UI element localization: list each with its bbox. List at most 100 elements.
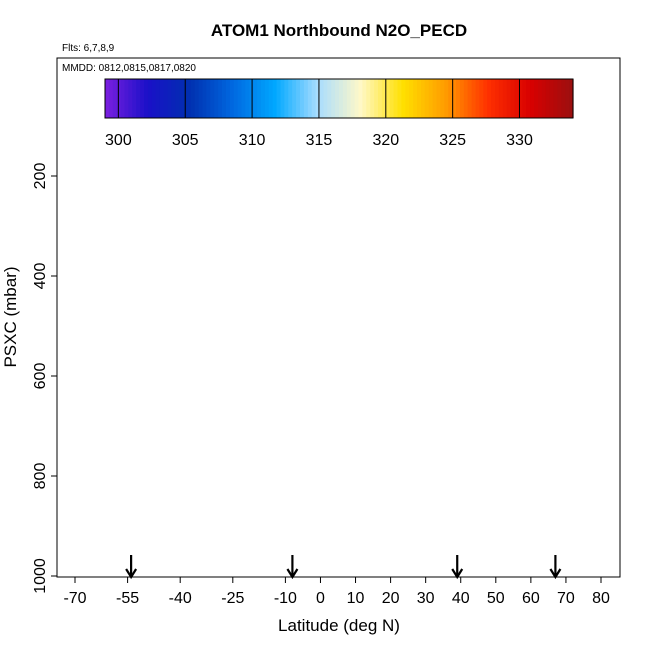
colorbar-cell <box>381 79 387 118</box>
sample-marker <box>345 375 348 377</box>
colorbar-cell <box>389 79 395 118</box>
colorbar-cell <box>171 79 176 118</box>
colorbar-cell <box>280 79 285 118</box>
sample-marker <box>307 430 309 432</box>
sample-marker <box>212 312 214 314</box>
sample-marker <box>563 536 565 538</box>
colorbar-cell <box>327 79 332 118</box>
sample-marker <box>160 510 163 512</box>
sample-marker <box>550 292 552 295</box>
colorbar-cell <box>401 79 406 118</box>
sample-marker <box>178 315 180 318</box>
sample-marker <box>151 431 153 433</box>
sample-marker <box>231 260 234 262</box>
sample-marker <box>218 327 221 330</box>
colorbar-tick-label: 315 <box>306 132 333 149</box>
colorbar-cell <box>210 79 215 118</box>
colorbar-cell <box>483 79 488 118</box>
x-tick-label: -25 <box>221 590 244 607</box>
colorbar-cell <box>545 79 551 118</box>
colorbar-cell <box>112 79 118 118</box>
colorbar-cell <box>225 79 231 118</box>
colorbar-cell <box>311 79 317 118</box>
colorbar-cell <box>534 79 539 118</box>
sample-marker <box>266 198 269 201</box>
colorbar-tick-label: 300 <box>105 132 132 149</box>
colorbar-cell <box>292 79 297 118</box>
colorbar-cell <box>261 79 266 118</box>
sample-marker <box>431 549 434 551</box>
colorbar-cell <box>378 79 383 118</box>
sample-marker <box>595 348 597 350</box>
colorbar-tick-label: 330 <box>506 132 533 149</box>
sample-marker <box>560 194 563 197</box>
sample-marker <box>189 517 191 519</box>
colorbar-cell <box>186 79 192 118</box>
sample-marker <box>501 411 503 414</box>
colorbar-cell <box>510 79 516 118</box>
sample-marker <box>140 471 143 473</box>
colorbar-cell <box>456 79 461 118</box>
sample-marker <box>136 392 139 395</box>
colorbar-cell <box>253 79 258 118</box>
sample-marker <box>155 188 158 191</box>
colorbar-cell <box>198 79 204 118</box>
colorbar-cell <box>354 79 360 118</box>
sample-marker <box>252 179 255 182</box>
colorbar-cell <box>179 79 184 118</box>
sample-marker <box>569 188 571 191</box>
sample-marker <box>171 194 174 197</box>
sample-marker <box>563 300 565 302</box>
colorbar-cell <box>487 79 492 118</box>
sample-marker <box>394 552 396 554</box>
x-tick-label: 50 <box>487 590 505 607</box>
colorbar-cell <box>350 79 356 118</box>
sample-marker <box>456 518 459 521</box>
sample-marker <box>280 376 282 379</box>
flight-arrows <box>125 555 562 580</box>
sample-marker <box>365 526 368 528</box>
sample-marker <box>106 453 109 455</box>
colorbar-cell <box>276 79 282 118</box>
sample-marker <box>564 381 566 383</box>
colorbar-cell <box>444 79 449 118</box>
sample-marker <box>176 549 179 551</box>
sample-marker <box>487 511 489 513</box>
sample-marker <box>156 420 159 422</box>
sample-marker <box>413 286 415 289</box>
sample-marker <box>568 226 571 228</box>
colorbar-cell <box>229 79 235 118</box>
colorbar-cell <box>530 79 535 118</box>
colorbar-cell <box>136 79 141 118</box>
sample-marker <box>466 189 469 192</box>
sample-marker <box>499 329 502 332</box>
colorbar-tick-label: 310 <box>239 132 266 149</box>
sample-marker <box>482 524 485 527</box>
sample-marker <box>562 252 564 255</box>
sample-marker <box>301 344 303 347</box>
sample-marker <box>426 290 429 293</box>
sample-marker <box>487 282 490 285</box>
sample-marker <box>396 328 398 330</box>
colorbar-tick-label: 320 <box>372 132 399 149</box>
sample-marker <box>359 301 361 304</box>
sample-marker <box>507 392 509 395</box>
sample-marker <box>523 411 526 414</box>
y-tick-label: 800 <box>32 463 49 490</box>
sample-marker <box>319 358 321 361</box>
sample-marker <box>369 268 372 270</box>
sample-marker <box>265 349 268 352</box>
sample-marker <box>99 517 101 520</box>
colorbar-cell <box>565 79 570 118</box>
sample-marker <box>350 182 353 184</box>
colorbar-cell <box>541 79 547 118</box>
colorbar-cell <box>526 79 531 118</box>
sample-marker <box>347 515 350 518</box>
sample-marker <box>383 205 386 207</box>
sample-marker <box>550 185 552 187</box>
colorbar-cell <box>537 79 543 118</box>
sample-marker <box>408 327 411 329</box>
colorbar-cell <box>374 79 379 118</box>
sample-marker <box>404 240 407 243</box>
sample-marker <box>127 536 129 539</box>
